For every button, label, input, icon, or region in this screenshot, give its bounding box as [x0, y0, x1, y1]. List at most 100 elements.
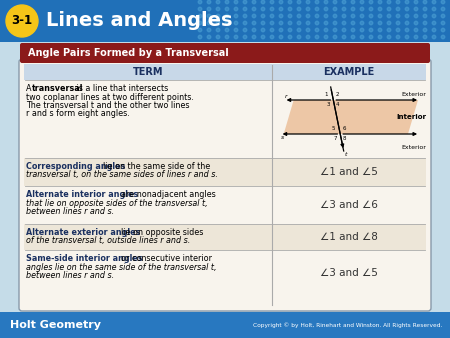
Circle shape: [6, 5, 38, 37]
Circle shape: [270, 0, 274, 4]
Circle shape: [198, 0, 202, 4]
Circle shape: [306, 28, 310, 32]
Circle shape: [315, 14, 319, 18]
Circle shape: [378, 14, 382, 18]
Circle shape: [297, 21, 301, 25]
Circle shape: [288, 28, 292, 32]
Circle shape: [441, 35, 445, 39]
Circle shape: [324, 35, 328, 39]
Circle shape: [252, 14, 256, 18]
Text: Alternate interior angles: Alternate interior angles: [26, 190, 138, 199]
Circle shape: [243, 14, 247, 18]
Circle shape: [360, 7, 364, 11]
Circle shape: [396, 7, 400, 11]
Circle shape: [378, 0, 382, 4]
Circle shape: [369, 28, 373, 32]
Circle shape: [279, 14, 283, 18]
Circle shape: [207, 35, 211, 39]
Circle shape: [306, 35, 310, 39]
Circle shape: [423, 28, 427, 32]
Circle shape: [342, 21, 346, 25]
Circle shape: [387, 35, 391, 39]
Text: 8: 8: [343, 137, 346, 142]
Circle shape: [324, 28, 328, 32]
Text: ∠3 and ∠6: ∠3 and ∠6: [320, 200, 378, 210]
Circle shape: [198, 14, 202, 18]
Circle shape: [360, 0, 364, 4]
Circle shape: [261, 28, 265, 32]
Circle shape: [252, 7, 256, 11]
Circle shape: [369, 21, 373, 25]
Text: two coplanar lines at two different points.: two coplanar lines at two different poin…: [26, 93, 194, 101]
Text: s: s: [281, 135, 284, 140]
Circle shape: [216, 0, 220, 4]
Circle shape: [351, 28, 355, 32]
Circle shape: [207, 7, 211, 11]
Circle shape: [333, 0, 337, 4]
Circle shape: [225, 14, 229, 18]
Text: Copyright © by Holt, Rinehart and Winston. All Rights Reserved.: Copyright © by Holt, Rinehart and Winsto…: [252, 322, 442, 328]
Circle shape: [288, 21, 292, 25]
Circle shape: [324, 7, 328, 11]
Circle shape: [405, 0, 409, 4]
Text: lie on the same side of the: lie on the same side of the: [98, 162, 210, 171]
Text: ∠3 and ∠5: ∠3 and ∠5: [320, 268, 378, 278]
Circle shape: [279, 21, 283, 25]
Circle shape: [351, 14, 355, 18]
Circle shape: [288, 35, 292, 39]
FancyBboxPatch shape: [24, 250, 426, 296]
Circle shape: [234, 14, 238, 18]
Circle shape: [297, 35, 301, 39]
Circle shape: [216, 7, 220, 11]
Circle shape: [414, 14, 418, 18]
Circle shape: [432, 21, 436, 25]
Circle shape: [306, 7, 310, 11]
Text: between lines r and s.: between lines r and s.: [26, 207, 114, 216]
Circle shape: [342, 0, 346, 4]
Circle shape: [414, 28, 418, 32]
Circle shape: [198, 21, 202, 25]
Circle shape: [333, 28, 337, 32]
Circle shape: [423, 7, 427, 11]
Text: 5: 5: [331, 125, 335, 130]
Circle shape: [324, 21, 328, 25]
Circle shape: [261, 0, 265, 4]
Circle shape: [198, 28, 202, 32]
Text: r and s form eight angles.: r and s form eight angles.: [26, 110, 130, 119]
Circle shape: [207, 0, 211, 4]
Circle shape: [432, 35, 436, 39]
Circle shape: [234, 7, 238, 11]
Circle shape: [405, 14, 409, 18]
Text: transversal t, on the same sides of lines r and s.: transversal t, on the same sides of line…: [26, 170, 218, 179]
Circle shape: [360, 35, 364, 39]
Circle shape: [243, 21, 247, 25]
Text: ∠1 and ∠5: ∠1 and ∠5: [320, 167, 378, 177]
Circle shape: [315, 7, 319, 11]
Circle shape: [414, 21, 418, 25]
Circle shape: [387, 0, 391, 4]
Circle shape: [387, 14, 391, 18]
Circle shape: [279, 28, 283, 32]
Circle shape: [423, 21, 427, 25]
Text: r: r: [285, 94, 287, 99]
Circle shape: [297, 28, 301, 32]
Circle shape: [252, 21, 256, 25]
Circle shape: [405, 7, 409, 11]
Circle shape: [387, 21, 391, 25]
Text: Angle Pairs Formed by a Transversal: Angle Pairs Formed by a Transversal: [28, 48, 229, 58]
FancyBboxPatch shape: [0, 0, 450, 42]
Circle shape: [207, 14, 211, 18]
Circle shape: [441, 0, 445, 4]
Circle shape: [342, 7, 346, 11]
Circle shape: [378, 28, 382, 32]
Circle shape: [234, 28, 238, 32]
FancyBboxPatch shape: [19, 59, 431, 311]
Circle shape: [342, 14, 346, 18]
Circle shape: [396, 28, 400, 32]
Text: is a line that intersects: is a line that intersects: [74, 84, 168, 93]
Circle shape: [432, 7, 436, 11]
Circle shape: [243, 35, 247, 39]
Circle shape: [378, 35, 382, 39]
Text: 3: 3: [326, 102, 330, 107]
Circle shape: [297, 7, 301, 11]
